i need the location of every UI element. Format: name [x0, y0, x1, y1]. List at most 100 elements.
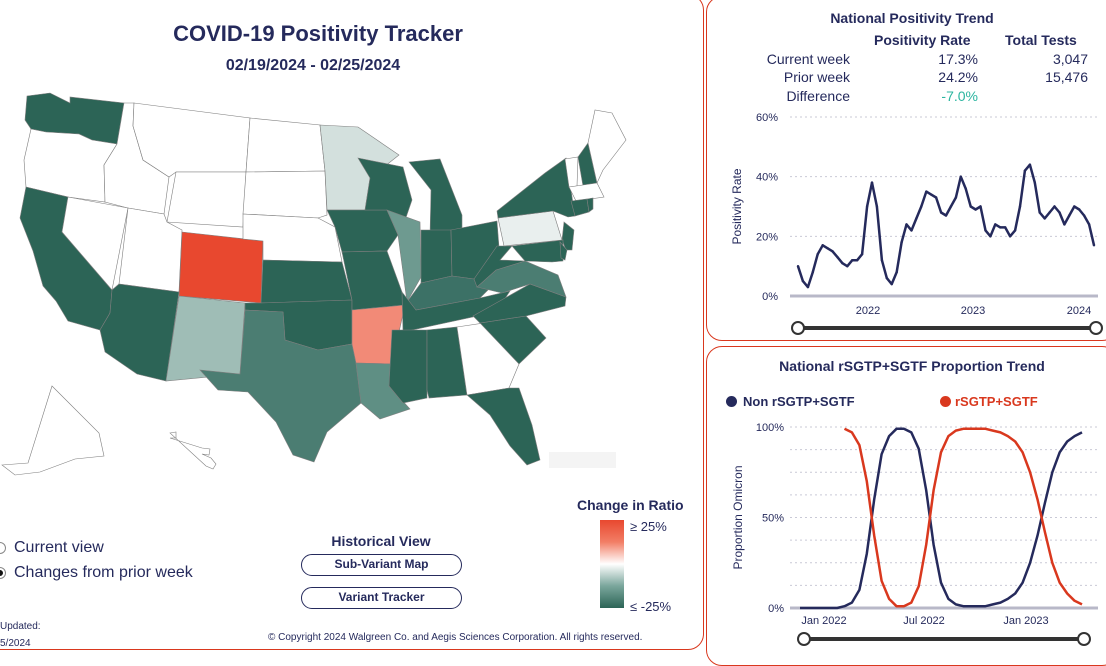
date-slider-handle-start[interactable] — [797, 632, 811, 646]
y-tick-label: 0% — [762, 291, 778, 303]
positivity-point — [860, 253, 864, 256]
positivity-point — [939, 211, 943, 214]
positivity-point — [1018, 205, 1022, 208]
state-md[interactable] — [511, 239, 564, 263]
legend-non-rsgtp-dot — [726, 396, 737, 407]
positivity-point — [831, 250, 834, 253]
map-placeholder — [549, 452, 616, 468]
x-tick-label: 2023 — [961, 305, 985, 317]
omicron-trend-chart: 0% 50% 100% Jan 2022 Jul 2022 Jan 2023 Proport… — [731, 422, 1098, 646]
positivity-point — [905, 223, 908, 226]
state-ri[interactable] — [586, 197, 594, 213]
state-al[interactable] — [426, 326, 468, 399]
difference-rate: -7.0% — [941, 88, 978, 104]
positivity-point — [964, 187, 967, 190]
x-tick-label: 2024 — [1067, 305, 1091, 317]
positivity-point — [949, 205, 953, 208]
positivity-point — [811, 270, 814, 274]
positivity-point — [856, 259, 859, 262]
legend-rsgtp-dot — [940, 396, 951, 407]
state-sd[interactable] — [242, 170, 328, 219]
positivity-point — [1053, 205, 1056, 208]
state-il[interactable] — [386, 209, 422, 303]
state-nd[interactable] — [245, 117, 326, 173]
radio-changes-prior-week[interactable]: Changes from prior week — [0, 564, 193, 582]
state-de[interactable] — [559, 241, 568, 261]
state-ms[interactable] — [388, 329, 428, 404]
col-header-positivity-rate: Positivity Rate — [874, 32, 971, 48]
positivity-point — [930, 193, 933, 196]
legend-non-rsgtp: Non rSGTP+SGTF — [726, 394, 855, 409]
variant-tracker-button[interactable]: Variant Tracker — [301, 587, 462, 609]
date-range: 02/19/2024 - 02/25/2024 — [225, 57, 401, 74]
radio-current-view-label: Current view — [14, 539, 104, 556]
positivity-point — [989, 235, 992, 238]
historical-view-title: Historical View — [331, 533, 431, 549]
copyright: © Copyright 2024 Walgreen Co. and Aegis … — [268, 632, 643, 643]
state-ma[interactable] — [568, 182, 605, 202]
state-ks[interactable] — [260, 259, 353, 304]
positivity-line — [796, 163, 1096, 289]
y-tick-label: 50% — [762, 513, 784, 525]
y-axis-label: Positivity Rate — [730, 168, 744, 244]
legend-rsgtp-label: rSGTP+SGTF — [955, 394, 1038, 409]
state-wv[interactable] — [473, 245, 526, 288]
positivity-point — [1068, 214, 1071, 217]
positivity-trend-panel — [706, 0, 1106, 341]
x-tick-label: Jan 2023 — [1003, 615, 1048, 627]
radio-changes-prior-week-circle[interactable] — [0, 567, 6, 579]
state-in[interactable] — [420, 229, 453, 284]
positivity-point — [1058, 211, 1061, 214]
positivity-point — [900, 241, 903, 244]
x-tick-label: Jan 2022 — [801, 615, 846, 627]
state-ny[interactable] — [496, 157, 576, 219]
state-fl[interactable] — [466, 387, 541, 466]
positivity-point — [826, 247, 829, 250]
state-nj[interactable] — [561, 221, 575, 251]
radio-changes-prior-week-label: Changes from prior week — [14, 564, 193, 581]
positivity-point — [959, 175, 962, 178]
state-tx[interactable] — [199, 309, 362, 463]
date-slider-handle-start[interactable] — [791, 321, 805, 335]
row-label-difference: Difference — [786, 88, 850, 104]
date-slider-handle-end[interactable] — [1089, 321, 1103, 335]
positivity-point — [846, 265, 849, 268]
positivity-point — [1004, 226, 1007, 229]
state-hi[interactable] — [169, 431, 217, 470]
us-map — [1, 92, 627, 476]
state-az[interactable] — [99, 283, 180, 382]
col-header-total-tests: Total Tests — [1005, 32, 1077, 48]
legend-rsgtp: rSGTP+SGTF — [940, 394, 1038, 409]
positivity-point — [1087, 223, 1091, 226]
state-nm[interactable] — [165, 295, 246, 382]
positivity-point — [910, 229, 913, 232]
state-wy[interactable] — [166, 171, 247, 228]
positivity-point — [925, 190, 928, 193]
positivity-point — [1073, 205, 1076, 208]
y-tick-label: 60% — [756, 112, 778, 124]
positivity-point — [1078, 208, 1081, 211]
positivity-point — [974, 208, 977, 211]
x-tick-label: 2022 — [856, 305, 880, 317]
x-tick-label: Jul 2022 — [903, 615, 945, 627]
positivity-point — [806, 285, 810, 289]
date-slider-handle-end[interactable] — [1077, 632, 1091, 646]
prior-week-tests: 15,476 — [1045, 69, 1088, 85]
radio-current-view-circle[interactable] — [0, 542, 6, 554]
positivity-point — [1082, 214, 1086, 217]
positivity-point — [915, 217, 918, 220]
positivity-point — [890, 282, 893, 286]
row-label-current-week: Current week — [766, 51, 850, 67]
positivity-point — [1008, 235, 1012, 238]
sub-variant-map-button[interactable]: Sub-Variant Map — [301, 554, 462, 576]
positivity-point — [841, 262, 844, 265]
y-tick-label: 100% — [756, 422, 784, 434]
positivity-point — [969, 205, 972, 208]
y-axis-label: Proportion Omicron — [731, 465, 745, 569]
positivity-point — [880, 259, 884, 262]
positivity-point — [895, 270, 898, 274]
positivity-point — [865, 205, 869, 208]
state-co[interactable] — [178, 231, 264, 304]
radio-current-view[interactable]: Current view — [0, 539, 104, 557]
state-ak[interactable] — [1, 385, 105, 476]
